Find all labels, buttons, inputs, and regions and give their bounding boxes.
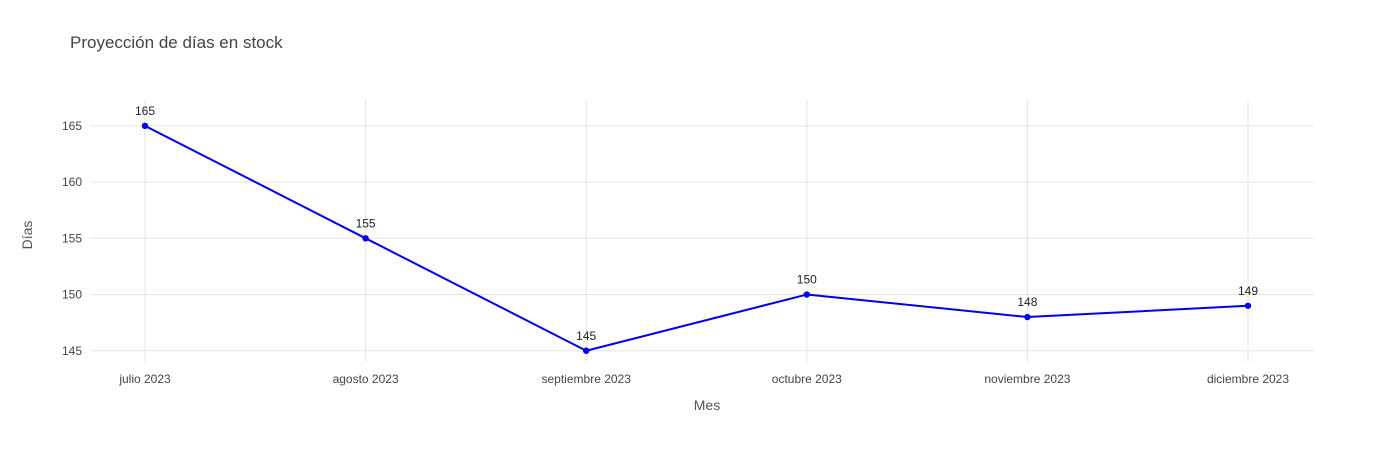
y-tick-label: 145 (62, 344, 82, 358)
y-tick-label: 165 (62, 119, 82, 133)
data-label: 145 (576, 329, 596, 343)
x-axis: julio 2023 agosto 2023 septiembre 2023 octu… (118, 372, 1289, 386)
data-label: 165 (135, 104, 155, 118)
x-tick-label: septiembre 2023 (542, 372, 632, 386)
x-tick-label: noviembre 2023 (984, 372, 1070, 386)
series-layer (141, 122, 1252, 354)
data-point (141, 122, 149, 130)
data-point (583, 347, 590, 354)
data-point (1024, 313, 1031, 321)
y-axis-title: Días (19, 221, 35, 250)
y-tick-label: 155 (62, 231, 82, 245)
x-tick-label: agosto 2023 (333, 372, 399, 386)
y-tick-label: 150 (62, 288, 82, 302)
y-axis: 145 150 155 160 165 (62, 119, 82, 358)
data-point (803, 291, 810, 298)
chart-title: Proyección de días en stock (70, 33, 283, 52)
data-point (1244, 302, 1252, 309)
x-tick-label: octubre 2023 (772, 372, 842, 386)
data-labels: 165 155 145 150 148 149 (135, 104, 1258, 343)
data-label: 155 (356, 216, 376, 230)
x-tick-label: diciembre 2023 (1207, 372, 1289, 386)
y-tick-label: 160 (62, 175, 82, 189)
x-axis-title: Mes (694, 397, 720, 413)
data-label: 150 (797, 273, 817, 287)
data-label: 148 (1017, 295, 1037, 309)
grid-layer (90, 100, 1314, 362)
x-tick-label: julio 2023 (118, 372, 171, 386)
data-point (362, 235, 369, 242)
data-label: 149 (1238, 284, 1258, 298)
series-line (144, 124, 1249, 352)
